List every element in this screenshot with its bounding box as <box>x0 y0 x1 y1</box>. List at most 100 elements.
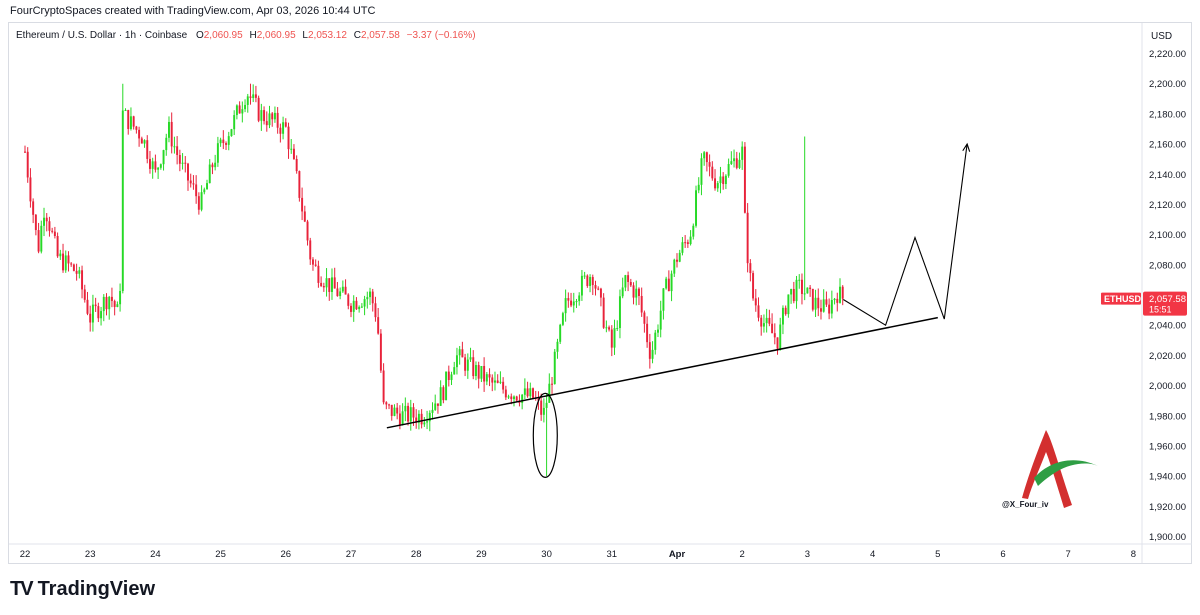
candle-body <box>434 403 437 410</box>
candle-body <box>651 349 654 359</box>
candle-body <box>746 212 749 264</box>
time-tick-label: 7 <box>1066 549 1071 560</box>
candle-body <box>116 304 119 307</box>
candle-body <box>738 159 741 168</box>
candle-body <box>627 275 630 282</box>
time-tick-label: 25 <box>215 549 226 560</box>
candle-body <box>211 164 214 168</box>
candle-body <box>113 300 116 307</box>
candle-body <box>86 299 89 314</box>
candle-body <box>575 301 578 303</box>
candle-body <box>67 255 70 264</box>
candle-body <box>828 304 831 314</box>
candle-body <box>181 162 184 164</box>
candle-body <box>249 96 252 99</box>
candle-body <box>572 301 575 306</box>
candle-body <box>287 126 290 150</box>
candle-body <box>29 177 32 202</box>
candle-body <box>352 300 355 312</box>
candle-body <box>97 306 100 319</box>
candle-body <box>119 290 122 305</box>
candle-body <box>214 162 217 168</box>
candle-body <box>803 293 806 295</box>
candle-body <box>697 184 700 191</box>
candle-body <box>222 139 225 144</box>
candle-body <box>388 404 391 406</box>
candle-body <box>426 421 429 423</box>
candle-body <box>474 365 477 377</box>
candle-body <box>722 176 725 185</box>
candle-body <box>809 287 812 289</box>
price-tick-label: 1,920.00 <box>1149 502 1186 513</box>
candle-body <box>532 388 534 398</box>
candle-body <box>409 407 412 422</box>
candle-body <box>692 225 695 237</box>
candle-body <box>597 288 600 290</box>
candle-body <box>792 288 795 302</box>
candle-body <box>298 171 301 198</box>
candle-body <box>135 126 138 130</box>
candle-body <box>333 277 336 289</box>
candle-body <box>836 298 839 303</box>
candle-body <box>599 288 602 298</box>
time-tick-label: 31 <box>607 549 618 560</box>
open-value: 2,060.95 <box>203 30 243 41</box>
candle-body <box>396 407 399 414</box>
time-tick-label: 23 <box>85 549 96 560</box>
brand-name: TradingView <box>37 578 156 600</box>
tradingview-brand[interactable]: TV TradingView <box>10 578 155 601</box>
candle-body <box>306 221 309 241</box>
price-tick-label: 2,140.00 <box>1149 170 1186 181</box>
candle-body <box>254 94 257 98</box>
candle-body <box>382 370 385 403</box>
wick-highlight-ellipse[interactable] <box>532 392 558 478</box>
candle-body <box>341 286 344 292</box>
candle-body <box>814 297 817 310</box>
candle-body <box>464 357 467 371</box>
candle-body <box>110 296 113 301</box>
time-tick-label: 8 <box>1131 549 1136 560</box>
candle-body <box>578 295 581 302</box>
low-value: 2,053.12 <box>307 30 347 41</box>
candle-body <box>608 327 611 330</box>
candle-body <box>276 112 279 128</box>
candle-body <box>589 277 592 286</box>
candle-body <box>643 312 646 324</box>
candle-body <box>551 383 554 385</box>
candle-body <box>635 288 638 298</box>
candle-body <box>225 143 228 145</box>
candle-body <box>676 259 678 262</box>
candle-body <box>678 252 681 262</box>
candle-body <box>447 371 450 381</box>
candle-body <box>216 143 219 163</box>
candle-body <box>714 178 717 189</box>
candle-body <box>648 342 651 359</box>
candle-body <box>257 97 260 121</box>
candle-body <box>485 374 488 382</box>
candle-body <box>62 253 65 271</box>
candle-body <box>301 197 304 212</box>
price-tick-label: 2,180.00 <box>1149 109 1186 120</box>
candle-body <box>733 158 736 162</box>
candle-body <box>499 381 502 383</box>
candle-body <box>219 139 222 144</box>
candle-body <box>798 279 801 281</box>
candle-body <box>64 255 67 271</box>
candle-body <box>208 164 211 184</box>
candle-body <box>749 263 752 274</box>
price-tick-label: 2,100.00 <box>1149 230 1186 241</box>
candle-body <box>360 306 363 308</box>
support-trendline[interactable] <box>386 316 938 429</box>
time-tick-label: 28 <box>411 549 422 560</box>
candle-body <box>72 264 75 271</box>
candle-body <box>730 161 733 165</box>
candle-body <box>445 371 448 401</box>
candle-body <box>727 164 730 176</box>
candle-body <box>230 129 233 137</box>
projection-path[interactable] <box>843 144 968 327</box>
price-tick-label: 2,200.00 <box>1149 79 1186 90</box>
candle-body <box>32 201 35 215</box>
candle-body <box>132 116 135 127</box>
symbol-title: Ethereum / U.S. Dollar · 1h · Coinbase <box>16 30 188 41</box>
